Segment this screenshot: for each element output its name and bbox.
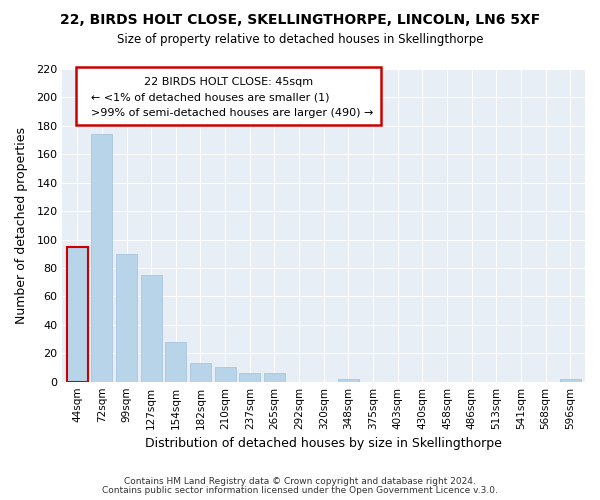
Bar xyxy=(190,363,211,382)
Bar xyxy=(116,254,137,382)
Bar xyxy=(338,379,359,382)
Text: Contains public sector information licensed under the Open Government Licence v.: Contains public sector information licen… xyxy=(102,486,498,495)
Text: ← <1% of detached houses are smaller (1): ← <1% of detached houses are smaller (1) xyxy=(91,92,329,102)
Bar xyxy=(141,275,161,382)
Text: 22 BIRDS HOLT CLOSE: 45sqm: 22 BIRDS HOLT CLOSE: 45sqm xyxy=(144,77,313,87)
Bar xyxy=(91,134,112,382)
Y-axis label: Number of detached properties: Number of detached properties xyxy=(15,127,28,324)
Text: >99% of semi-detached houses are larger (490) →: >99% of semi-detached houses are larger … xyxy=(91,108,374,118)
Text: Size of property relative to detached houses in Skellingthorpe: Size of property relative to detached ho… xyxy=(117,32,483,46)
Bar xyxy=(166,342,187,382)
Text: Contains HM Land Registry data © Crown copyright and database right 2024.: Contains HM Land Registry data © Crown c… xyxy=(124,477,476,486)
Text: 22, BIRDS HOLT CLOSE, SKELLINGTHORPE, LINCOLN, LN6 5XF: 22, BIRDS HOLT CLOSE, SKELLINGTHORPE, LI… xyxy=(60,12,540,26)
Bar xyxy=(264,373,285,382)
Bar xyxy=(67,246,88,382)
FancyBboxPatch shape xyxy=(76,68,381,126)
Bar xyxy=(239,373,260,382)
Bar xyxy=(560,379,581,382)
X-axis label: Distribution of detached houses by size in Skellingthorpe: Distribution of detached houses by size … xyxy=(145,437,502,450)
Bar xyxy=(215,368,236,382)
